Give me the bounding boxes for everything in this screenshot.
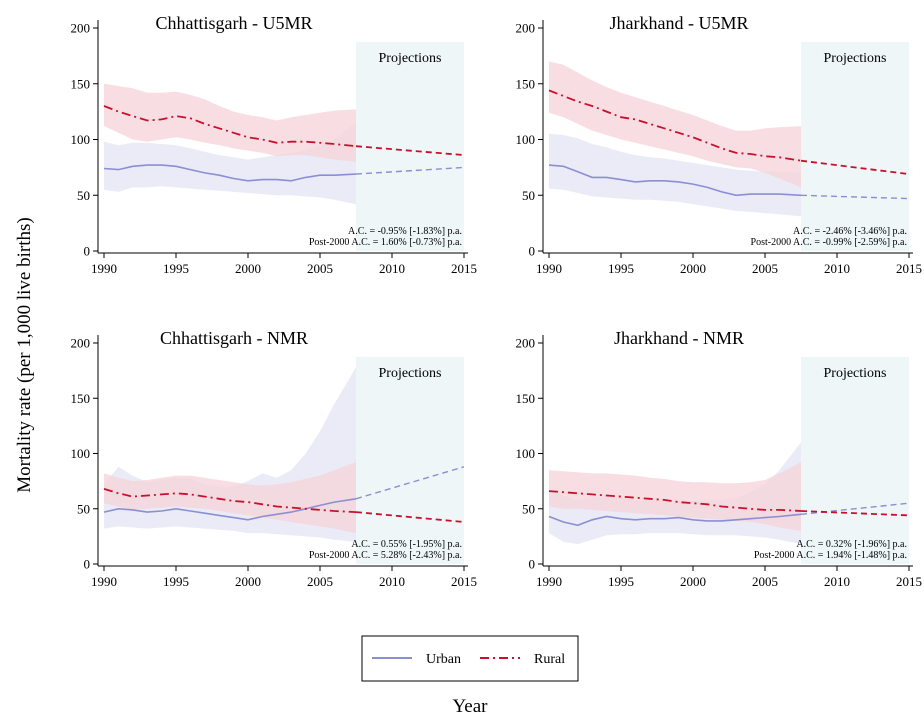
projection-region [801,42,909,251]
y-tick-label: 0 [529,244,536,259]
legend: Urban Rural [361,635,579,682]
projection-region [801,357,909,564]
legend-rural-label: Rural [534,652,565,667]
panel-title: Jharkhand - NMR [614,328,744,348]
urban-confidence-band [104,122,356,205]
x-tick-label: 1995 [608,574,634,589]
x-tick-label: 2010 [379,574,405,589]
x-tick-label: 2015 [451,574,477,589]
projections-label: Projections [379,51,442,66]
annual-change-annotation: Post-2000 A.C. = 1.94% [-1.48%] p.a. [754,550,907,561]
y-tick-label: 200 [516,336,536,351]
projections-label: Projections [824,366,887,381]
y-tick-label: 0 [84,244,91,259]
urban-series-line [548,513,802,527]
x-tick-label: 2005 [307,261,333,276]
x-tick-label: 2010 [824,261,850,276]
x-tick-label: 1990 [536,574,562,589]
x-tick-label: 1990 [91,574,117,589]
urban-series-line [103,164,357,182]
x-tick-label: 2015 [896,261,922,276]
x-tick-label: 2000 [235,574,261,589]
annual-change-annotation: Post-2000 A.C. = -0.99% [-2.59%] p.a. [751,237,907,248]
annual-change-annotation: A.C. = 0.55% [-1.95%] p.a. [351,539,462,550]
y-tick-label: 0 [84,557,91,572]
x-tick-label: 1990 [91,261,117,276]
urban-series-line [548,164,802,197]
x-tick-label: 2000 [680,574,706,589]
x-axis-title: Year [452,696,488,717]
panel-chhattisgarh-nmr: 0 50 100 150 200 1990 1995 2000 2005 2010 2015 Chha… [71,328,478,589]
y-tick-label: 50 [522,501,535,516]
y-tick-label: 50 [77,501,90,516]
rural-series-line [548,89,802,162]
x-tick-label: 2000 [680,261,706,276]
urban-projection-line [355,466,465,500]
projections-label: Projections [824,51,887,66]
urban-projection-line [800,502,910,515]
panel-jharkhand-nmr: 0 50 100 150 200 1990 1995 2000 2005 2010 2015 Jhar… [516,328,923,589]
rural-series-line [103,488,357,513]
y-tick-label: 100 [516,132,536,147]
x-tick-label: 2005 [752,574,778,589]
annual-change-annotation: A.C. = -2.46% [-3.46%] p.a. [793,226,907,237]
projection-region [356,42,464,251]
y-tick-label: 200 [71,21,91,36]
annual-change-annotation: Post-2000 A.C. = 5.28% [-2.43%] p.a. [309,550,462,561]
rural-confidence-band [549,462,801,531]
x-tick-label: 2010 [379,261,405,276]
rural-projection-line [355,511,465,523]
projections-label: Projections [379,366,442,381]
x-tick-label: 2015 [896,574,922,589]
x-tick-label: 2005 [307,574,333,589]
y-tick-label: 50 [522,188,535,203]
x-tick-label: 1995 [163,261,189,276]
y-tick-label: 200 [71,336,91,351]
y-tick-label: 0 [529,557,536,572]
x-tick-label: 1995 [608,261,634,276]
annual-change-annotation: Post-2000 A.C. = 1.60% [-0.73%] p.a. [309,237,462,248]
y-tick-label: 150 [516,391,536,406]
rural-confidence-band [104,462,356,534]
x-tick-label: 2005 [752,261,778,276]
panel-chhattisgarh-u5mr: 0 50 100 150 200 1990 1995 2000 2005 2010 2015 Chha… [71,13,478,276]
x-tick-label: 2000 [235,261,261,276]
x-tick-label: 2010 [824,574,850,589]
x-tick-label: 1990 [536,261,562,276]
urban-projection-line [355,166,465,175]
y-tick-label: 150 [71,391,91,406]
annual-change-annotation: A.C. = 0.32% [-1.96%] p.a. [796,539,907,550]
y-tick-label: 100 [516,446,536,461]
y-tick-label: 150 [516,76,536,91]
y-tick-label: 100 [71,446,91,461]
rural-projection-line [800,510,910,517]
urban-projection-line [800,194,910,200]
x-tick-label: 1995 [163,574,189,589]
y-tick-label: 50 [77,188,90,203]
panel-jharkhand-u5mr: 0 50 100 150 200 1990 1995 2000 2005 2010 2015 Jhar… [516,13,923,276]
legend-urban-label: Urban [426,652,461,667]
rural-projection-line [800,159,910,175]
panel-title: Chhattisgarh - U5MR [156,13,313,33]
rural-series-line [103,105,357,148]
projection-region [356,357,464,564]
y-tick-label: 150 [71,76,91,91]
y-tick-label: 100 [71,132,91,147]
y-tick-label: 200 [516,21,536,36]
rural-projection-line [355,145,465,156]
rural-confidence-band [549,61,801,188]
rural-series-line [548,490,802,512]
urban-series-line [103,498,357,521]
x-tick-label: 2015 [451,261,477,276]
panel-title: Jharkhand - U5MR [610,13,749,33]
y-axis-title: Mortality rate (per 1,000 live births) [14,217,35,492]
annual-change-annotation: A.C. = -0.95% [-1.83%] p.a. [348,226,462,237]
panel-title: Chhattisgarh - NMR [160,328,308,348]
